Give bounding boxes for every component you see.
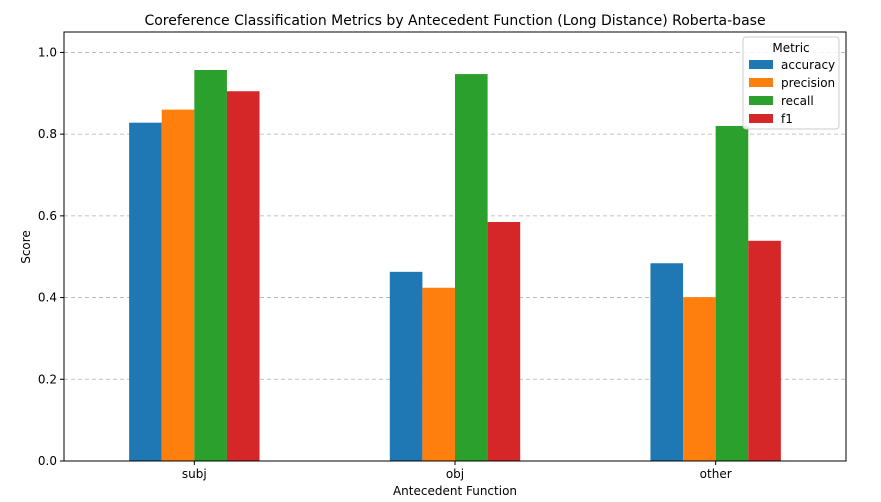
y-tick-label: 0.6 xyxy=(38,209,57,223)
y-axis: 0.0 0.2 0.4 0.6 0.8 1.0 xyxy=(38,45,64,468)
y-tick-label: 0.2 xyxy=(38,372,57,386)
x-tick-label: obj xyxy=(446,467,464,481)
x-tick-label: other xyxy=(700,467,732,481)
legend-label-recall: recall xyxy=(781,94,814,108)
x-tick-label: subj xyxy=(182,467,207,481)
bar-recall-other xyxy=(715,125,749,461)
bar-accuracy-subj xyxy=(129,122,162,462)
legend-swatch-accuracy xyxy=(749,60,773,69)
bar-f1-other xyxy=(748,240,781,461)
legend-swatch-f1 xyxy=(749,114,773,123)
bar-recall-subj xyxy=(194,69,227,462)
chart-title: Coreference Classification Metrics by An… xyxy=(144,13,765,29)
y-tick-label: 0.4 xyxy=(38,291,57,305)
legend: Metric accuracy precision recall f1 xyxy=(742,36,840,130)
legend-label-precision: precision xyxy=(781,76,835,90)
bar-accuracy-other xyxy=(650,263,684,461)
y-tick-label: 1.0 xyxy=(38,45,57,59)
x-axis-label: Antecedent Function xyxy=(393,484,517,498)
bar-f1-obj xyxy=(487,221,521,461)
bars xyxy=(129,69,781,462)
bar-accuracy-obj xyxy=(389,271,423,461)
legend-title: Metric xyxy=(772,41,809,55)
bar-precision-other xyxy=(683,297,716,461)
bar-recall-obj xyxy=(455,74,488,461)
bar-f1-subj xyxy=(226,91,260,461)
y-axis-label: Score xyxy=(19,230,33,264)
legend-swatch-recall xyxy=(749,96,773,105)
x-axis: subj obj other xyxy=(182,461,732,481)
y-tick-label: 0.0 xyxy=(38,454,57,468)
y-tick-label: 0.8 xyxy=(38,127,57,141)
legend-label-f1: f1 xyxy=(781,112,793,126)
bar-precision-obj xyxy=(422,287,455,461)
legend-swatch-precision xyxy=(749,78,773,87)
legend-label-accuracy: accuracy xyxy=(781,58,835,72)
bar-precision-subj xyxy=(161,109,195,461)
